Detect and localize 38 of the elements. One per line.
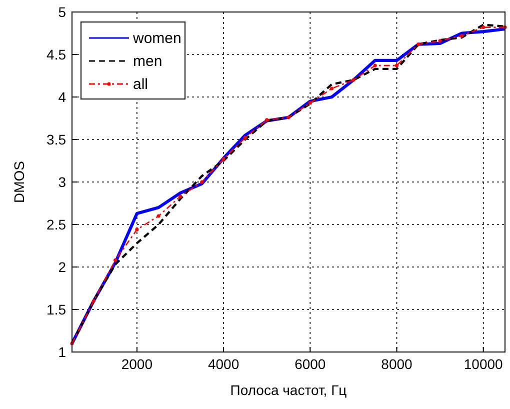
y-tick-label: 4 xyxy=(58,89,66,105)
y-axis-title: DMOS xyxy=(11,161,27,203)
x-tick-label: 2000 xyxy=(121,356,153,372)
point xyxy=(394,64,399,68)
y-tick-label: 2 xyxy=(58,259,66,275)
y-tick-label: 3.5 xyxy=(46,132,66,148)
x-tick-label: 4000 xyxy=(208,356,240,372)
legend-label: women xyxy=(132,30,182,47)
y-tick-label: 1 xyxy=(58,344,66,360)
point xyxy=(156,214,160,218)
point xyxy=(286,116,290,120)
y-tick-label: 4.5 xyxy=(46,46,66,62)
point xyxy=(135,228,139,232)
y-tick-label: 3 xyxy=(58,174,66,190)
y-tick-label: 1.5 xyxy=(46,302,66,318)
x-tick-label: 10000 xyxy=(464,356,504,372)
point xyxy=(200,180,204,184)
x-axis-title: Полоса частот, Гц xyxy=(230,382,347,398)
point xyxy=(352,78,356,82)
point xyxy=(482,26,486,30)
point xyxy=(438,39,442,43)
point xyxy=(222,157,226,161)
point xyxy=(460,34,464,38)
y-tick-label: 2.5 xyxy=(46,216,66,232)
legend-label: men xyxy=(133,53,162,70)
point xyxy=(308,101,312,105)
point xyxy=(373,64,377,68)
point xyxy=(92,299,96,303)
point xyxy=(265,118,269,122)
x-tick-label: 8000 xyxy=(381,356,413,372)
legend-label: all xyxy=(133,76,148,93)
point xyxy=(243,136,247,140)
point xyxy=(178,194,182,198)
point xyxy=(114,258,118,262)
point xyxy=(416,42,420,46)
x-tick-label: 6000 xyxy=(294,356,326,372)
point xyxy=(330,86,334,90)
y-tick-label: 5 xyxy=(58,4,66,20)
